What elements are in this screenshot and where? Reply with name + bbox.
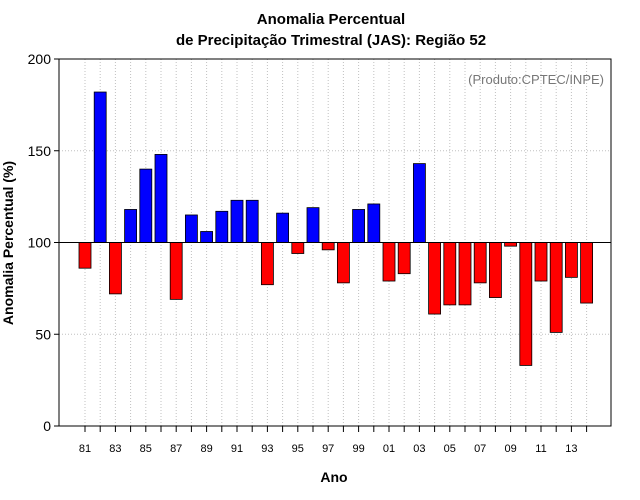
bar-81 bbox=[78, 242, 92, 269]
bar-82 bbox=[93, 91, 107, 243]
y-axis: 0 50 100 150 200 bbox=[28, 51, 59, 434]
y-tick-label: 150 bbox=[28, 143, 52, 159]
x-tick-label: 01 bbox=[383, 443, 395, 455]
bar-91 bbox=[230, 199, 244, 243]
bar-12 bbox=[549, 242, 563, 333]
x-tick-label: 99 bbox=[352, 443, 364, 455]
bar-99 bbox=[352, 209, 366, 243]
bar-07 bbox=[473, 242, 487, 284]
x-tick-label: 85 bbox=[140, 443, 152, 455]
bar-85 bbox=[139, 168, 153, 243]
bar-97 bbox=[321, 242, 335, 251]
x-tick-label: 91 bbox=[231, 443, 243, 455]
x-tick-label: 11 bbox=[535, 443, 546, 455]
x-axis: 81 83 85 87 89 91 93 95 97 99 01 03 05 07 09 11 13 bbox=[79, 426, 588, 455]
x-tick-label: 87 bbox=[170, 443, 182, 455]
bar-10 bbox=[519, 242, 533, 366]
x-tick-label: 89 bbox=[200, 443, 212, 455]
bar-87 bbox=[169, 242, 183, 300]
bar-96 bbox=[306, 207, 320, 243]
chart-title-line2: de Precipitação Trimestral (JAS): Região… bbox=[176, 32, 486, 49]
x-tick-label: 97 bbox=[322, 443, 334, 455]
bar-90 bbox=[215, 210, 229, 243]
bar-83 bbox=[109, 242, 122, 295]
bar-14 bbox=[580, 242, 593, 304]
bars bbox=[78, 91, 593, 366]
bar-98 bbox=[336, 242, 350, 284]
x-tick-label: 93 bbox=[261, 443, 273, 455]
y-tick-label: 0 bbox=[43, 418, 51, 434]
x-tick-label: 09 bbox=[504, 443, 516, 455]
chart-title-line1: Anomalia Percentual bbox=[257, 11, 405, 28]
bar-86 bbox=[154, 154, 168, 243]
y-tick-label: 200 bbox=[28, 51, 52, 67]
y-tick-label: 50 bbox=[35, 326, 51, 342]
bar-06 bbox=[458, 242, 472, 306]
bar-94 bbox=[276, 212, 290, 243]
bar-05 bbox=[443, 242, 457, 306]
x-tick-label: 13 bbox=[565, 443, 577, 455]
bar-01 bbox=[382, 242, 396, 282]
bar-88 bbox=[184, 214, 198, 243]
bar-92 bbox=[245, 199, 259, 243]
bar-08 bbox=[488, 242, 502, 298]
y-tick-label: 100 bbox=[28, 235, 52, 251]
bar-13 bbox=[565, 242, 578, 278]
bar-93 bbox=[260, 242, 274, 286]
x-tick-label: 95 bbox=[292, 443, 304, 455]
y-axis-label: Anomalia Percentual (%) bbox=[0, 161, 16, 325]
x-axis-label: Ano bbox=[320, 469, 347, 485]
x-tick-label: 07 bbox=[474, 443, 486, 455]
bar-11 bbox=[534, 242, 548, 282]
bar-84 bbox=[124, 209, 137, 243]
bar-02 bbox=[397, 242, 411, 275]
x-tick-label: 83 bbox=[109, 443, 121, 455]
x-tick-label: 03 bbox=[413, 443, 425, 455]
bar-95 bbox=[291, 242, 305, 254]
x-tick-label: 05 bbox=[444, 443, 456, 455]
bar-00 bbox=[367, 203, 381, 243]
bar-09 bbox=[504, 242, 518, 247]
credit-text: (Produto:CPTEC/INPE) bbox=[468, 72, 604, 87]
bar-89 bbox=[200, 231, 214, 243]
x-tick-label: 81 bbox=[79, 443, 91, 455]
bar-04 bbox=[428, 242, 442, 315]
bar-03 bbox=[412, 163, 426, 243]
